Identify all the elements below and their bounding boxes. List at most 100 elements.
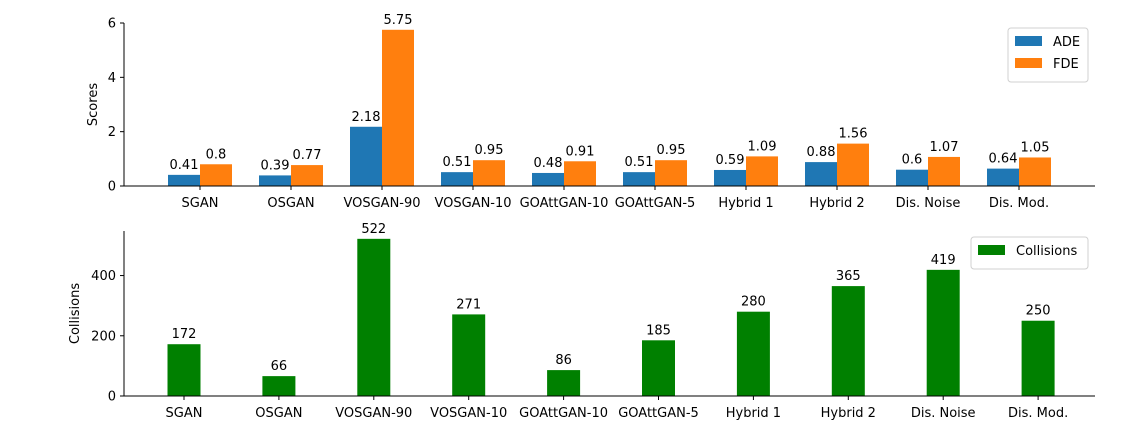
data-label-ade-6: 0.59 bbox=[716, 153, 745, 168]
x-tick-label: Dis. Mod. bbox=[1008, 406, 1068, 421]
bar-fde-2 bbox=[382, 29, 414, 186]
data-label-ade-5: 0.51 bbox=[625, 155, 654, 170]
x-tick-label: OSGAN bbox=[267, 196, 314, 211]
data-label-fde-6: 1.09 bbox=[748, 139, 777, 154]
bar-collisions-3 bbox=[452, 314, 486, 396]
y-axis-title: Collisions bbox=[68, 283, 83, 344]
x-tick-label: Dis. Noise bbox=[911, 406, 976, 421]
bar-ade-0 bbox=[168, 174, 200, 186]
bar-collisions-7 bbox=[831, 286, 865, 396]
data-label-fde-8: 1.07 bbox=[930, 140, 959, 155]
bar-ade-4 bbox=[532, 172, 564, 186]
data-label-ade-1: 0.39 bbox=[261, 158, 290, 173]
data-label-collisions-2: 522 bbox=[361, 222, 386, 237]
bar-ade-9 bbox=[987, 168, 1019, 186]
data-label-fde-4: 0.91 bbox=[566, 144, 595, 159]
data-label-ade-9: 0.64 bbox=[989, 152, 1018, 167]
bar-fde-1 bbox=[291, 165, 323, 186]
bar-collisions-9 bbox=[1021, 320, 1055, 396]
x-tick-label: Hybrid 1 bbox=[718, 196, 773, 211]
data-label-ade-8: 0.6 bbox=[902, 153, 923, 168]
data-label-collisions-1: 66 bbox=[271, 359, 288, 374]
legend-label-collisions: Collisions bbox=[1016, 244, 1077, 259]
x-tick-label: GOAttGAN-10 bbox=[520, 196, 609, 211]
x-tick-label: Dis. Mod. bbox=[989, 196, 1049, 211]
y-tick-label: 6 bbox=[108, 17, 116, 32]
bar-fde-8 bbox=[928, 156, 960, 186]
data-label-ade-0: 0.41 bbox=[170, 158, 199, 173]
y-tick-label: 0 bbox=[108, 390, 116, 405]
data-label-fde-5: 0.95 bbox=[657, 143, 686, 158]
y-tick-label: 0 bbox=[108, 180, 116, 195]
bar-ade-8 bbox=[896, 169, 928, 186]
y-tick-label: 400 bbox=[91, 269, 116, 284]
scores-chart-panel: 0.41 0.39 2.18 0.51 0.48 0.51 0.59 0.88 0.6 0.64 0… bbox=[86, 13, 1095, 211]
data-label-ade-2: 2.18 bbox=[352, 110, 381, 125]
data-label-collisions-6: 280 bbox=[741, 295, 766, 310]
data-label-collisions-4: 86 bbox=[555, 353, 572, 368]
legend-swatch-collisions bbox=[978, 245, 1005, 255]
x-tick-label: GOAttGAN-5 bbox=[618, 406, 699, 421]
data-label-fde-3: 0.95 bbox=[475, 143, 504, 158]
bar-collisions-4 bbox=[547, 370, 581, 396]
bar-fde-5 bbox=[655, 160, 687, 186]
bar-fde-3 bbox=[473, 160, 505, 186]
bar-collisions-0 bbox=[167, 344, 201, 396]
bar-fde-4 bbox=[564, 161, 596, 186]
x-tick-label: SGAN bbox=[182, 196, 219, 211]
legend-swatch-ade bbox=[1015, 36, 1042, 46]
x-tick-label: GOAttGAN-10 bbox=[519, 406, 608, 421]
data-label-fde-0: 0.8 bbox=[206, 147, 227, 162]
data-label-ade-7: 0.88 bbox=[807, 145, 836, 160]
data-label-collisions-5: 185 bbox=[646, 323, 671, 338]
data-label-ade-3: 0.51 bbox=[443, 155, 472, 170]
data-label-collisions-8: 419 bbox=[931, 253, 956, 268]
legend-label-fde: FDE bbox=[1053, 57, 1079, 72]
bar-ade-7 bbox=[805, 162, 837, 186]
x-tick-label: VOSGAN-10 bbox=[434, 196, 511, 211]
x-tick-label: OSGAN bbox=[255, 406, 302, 421]
y-axis-title: Scores bbox=[86, 83, 101, 126]
x-tick-label: Hybrid 1 bbox=[726, 406, 781, 421]
y-tick-label: 4 bbox=[108, 71, 116, 86]
bar-collisions-6 bbox=[736, 311, 770, 396]
data-label-fde-9: 1.05 bbox=[1021, 140, 1050, 155]
legend-label-ade: ADE bbox=[1053, 35, 1080, 50]
y-tick-label: 2 bbox=[108, 125, 116, 140]
x-tick-label: VOSGAN-90 bbox=[343, 196, 420, 211]
data-label-ade-4: 0.48 bbox=[534, 156, 563, 171]
legend-swatch-fde bbox=[1015, 58, 1042, 68]
data-label-collisions-7: 365 bbox=[836, 269, 861, 284]
x-tick-label: Hybrid 2 bbox=[821, 406, 876, 421]
bar-ade-5 bbox=[623, 172, 655, 186]
data-label-fde-1: 0.77 bbox=[293, 148, 322, 163]
data-label-fde-7: 1.56 bbox=[839, 127, 868, 142]
x-tick-label: VOSGAN-90 bbox=[335, 406, 412, 421]
legend: ADE FDE bbox=[1007, 27, 1089, 83]
x-tick-label: Hybrid 2 bbox=[809, 196, 864, 211]
bar-ade-2 bbox=[350, 126, 382, 186]
collisions-chart-panel: 172 66 522 271 86 185 280 365 419 250 0 200 400 SGAN O… bbox=[68, 222, 1095, 421]
bar-fde-7 bbox=[837, 143, 869, 186]
legend: Collisions bbox=[970, 236, 1089, 270]
bar-collisions-2 bbox=[357, 238, 391, 396]
bar-collisions-5 bbox=[642, 340, 675, 396]
x-tick-label: Dis. Noise bbox=[896, 196, 961, 211]
data-label-collisions-0: 172 bbox=[172, 327, 197, 342]
x-tick-label: VOSGAN-10 bbox=[430, 406, 507, 421]
x-tick-label: SGAN bbox=[166, 406, 203, 421]
bar-collisions-1 bbox=[262, 376, 296, 396]
bar-fde-9 bbox=[1019, 157, 1051, 186]
y-tick-label: 200 bbox=[91, 329, 116, 344]
data-label-fde-2: 5.75 bbox=[384, 13, 413, 28]
data-label-collisions-3: 271 bbox=[456, 297, 481, 312]
bar-fde-6 bbox=[746, 156, 778, 186]
bar-ade-6 bbox=[714, 169, 746, 186]
bar-collisions-8 bbox=[926, 269, 960, 396]
bar-ade-1 bbox=[259, 175, 291, 186]
bar-ade-3 bbox=[441, 172, 473, 186]
x-tick-label: GOAttGAN-5 bbox=[615, 196, 696, 211]
data-label-collisions-9: 250 bbox=[1026, 304, 1051, 319]
bar-fde-0 bbox=[200, 164, 232, 186]
